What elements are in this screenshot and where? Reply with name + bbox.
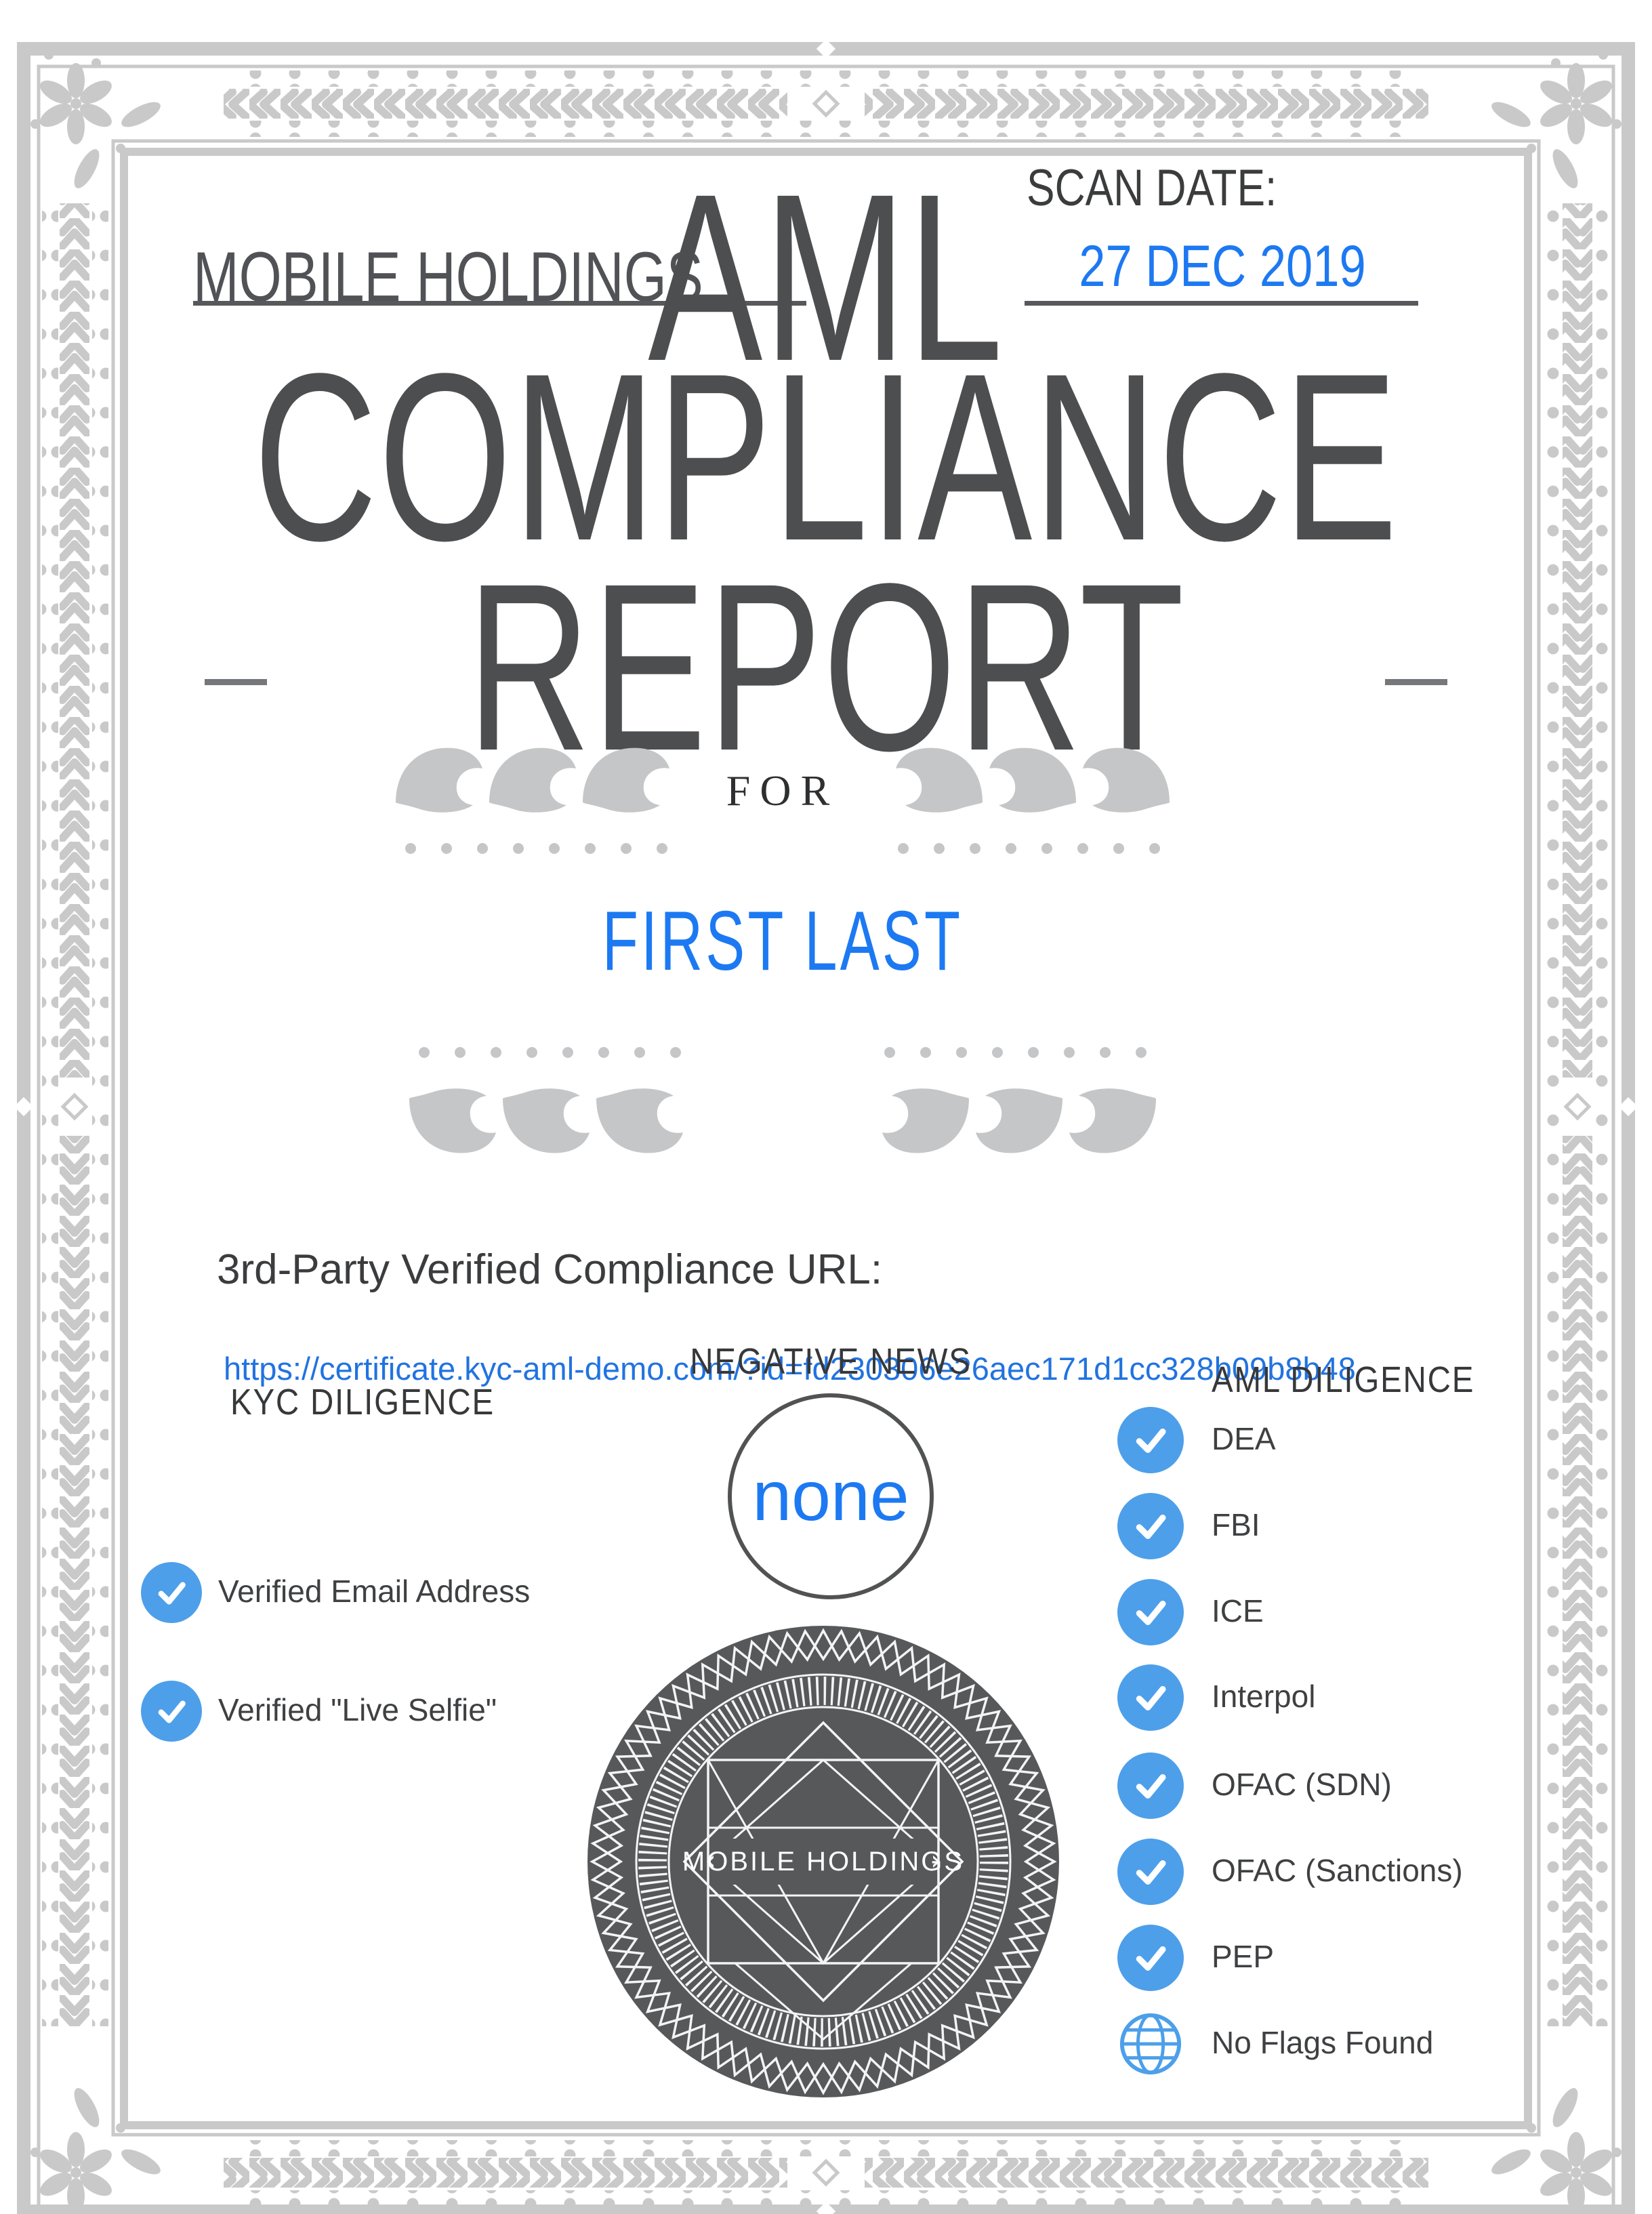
check-icon <box>1117 1407 1184 1473</box>
for-label: FOR <box>726 766 840 815</box>
check-icon <box>1117 1839 1184 1905</box>
check-icon <box>1117 1579 1184 1645</box>
aml-diligence-heading: AML DILIGENCE <box>1212 1359 1475 1400</box>
aml-item-label: Interpol <box>1212 1679 1316 1714</box>
check-icon <box>1117 1925 1184 1991</box>
seal-company-text: MOBILE HOLDINGS <box>682 1847 964 1877</box>
kyc-diligence-heading: KYC DILIGENCE <box>230 1382 495 1422</box>
flourish-row-bottom <box>105 1040 1460 1155</box>
flourish-ornament-icon <box>882 1047 1156 1153</box>
compliance-url-link[interactable]: https://certificate.kyc-aml-demo.com/?id… <box>224 1351 1356 1387</box>
title-line-report: REPORT <box>466 533 1186 800</box>
company-underline <box>193 301 806 306</box>
aml-item-label: OFAC (Sanctions) <box>1212 1853 1463 1888</box>
negative-news-result: none <box>752 1456 909 1536</box>
flourish-ornament-icon <box>409 1047 683 1153</box>
compliance-url-label: 3rd-Party Verified Compliance URL: <box>217 1246 883 1293</box>
negative-news-result-circle: none <box>728 1393 934 1599</box>
check-icon <box>141 1681 202 1742</box>
aml-item-label: FBI <box>1212 1507 1260 1542</box>
scan-date-underline <box>1025 301 1418 306</box>
aml-item-label: PEP <box>1212 1939 1275 1974</box>
no-flags-label: No Flags Found <box>1212 2025 1434 2060</box>
check-icon <box>1117 1493 1184 1559</box>
globe-icon <box>1119 2013 1182 2075</box>
negative-news-heading: NEGATIVE NEWS <box>690 1341 972 1382</box>
check-icon <box>141 1562 202 1623</box>
scan-date-label: SCAN DATE: <box>1027 159 1277 217</box>
flourish-ornament-icon <box>396 747 669 854</box>
title-line-aml: AML <box>648 144 1004 411</box>
title-line-compliance: COMPLIANCE <box>253 323 1399 590</box>
recipient-name: FIRST LAST <box>602 895 964 988</box>
kyc-item-label: Verified "Live Selfie" <box>218 1692 497 1727</box>
aml-item-label: OFAC (SDN) <box>1212 1767 1392 1802</box>
kyc-item-label: Verified Email Address <box>218 1574 531 1609</box>
report-dash-right <box>1385 679 1447 685</box>
check-icon <box>1117 1664 1184 1731</box>
aml-item-label: ICE <box>1212 1593 1264 1628</box>
flourish-row-top: FOR <box>105 745 1460 861</box>
check-icon <box>1117 1752 1184 1819</box>
report-dash-left <box>205 679 267 685</box>
scan-date-value: 27 DEC 2019 <box>1079 234 1366 299</box>
aml-item-label: DEA <box>1212 1421 1276 1456</box>
flourish-ornament-icon <box>896 747 1170 854</box>
company-seal: MOBILE HOLDINGS <box>587 1626 1059 2097</box>
